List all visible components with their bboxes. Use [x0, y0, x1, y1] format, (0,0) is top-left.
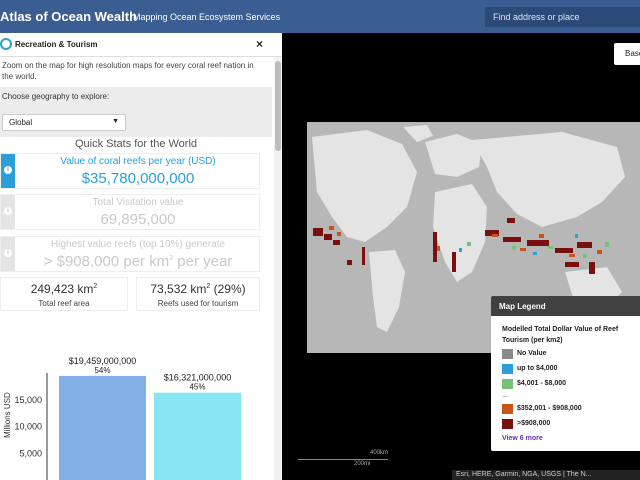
stat-label: Highest value reefs (top 10%) generate [51, 239, 225, 250]
stat-value-tail: per year [173, 253, 233, 270]
chevron-down-icon: ▼ [112, 118, 119, 125]
scale-mi: 200mi [354, 461, 371, 467]
legend-swatch [502, 419, 513, 429]
stat-value: $35,780,000,000 [81, 170, 195, 187]
app-subtitle: Mapping Ocean Ecosystem Services [133, 12, 281, 22]
quick-stats-title: Quick Stats for the World [74, 138, 198, 150]
chart-y-tick-label: 15,000 [14, 395, 42, 405]
low-value-reefs [467, 242, 609, 258]
mini-stat-label: Total reef area [38, 299, 90, 308]
legend-swatch [502, 364, 513, 374]
scale-km: 400km [370, 450, 389, 456]
scrollbar-thumb[interactable] [275, 61, 281, 151]
legend-view-more-link[interactable]: View 6 more [502, 435, 543, 442]
mini-stat-value-sup: 2 [93, 283, 98, 290]
search-input[interactable] [485, 7, 640, 27]
panel-scrollbar[interactable] [274, 57, 282, 480]
chart-ylabel: Millions USD [3, 392, 12, 438]
mini-stat-value-sup: 2 [206, 283, 211, 290]
chart-bar [59, 375, 146, 480]
geography-chooser: Choose geography to explore: Global ▼ [0, 87, 272, 137]
app-header: Atlas of Ocean Wealth Mapping Ocean Ecos… [0, 0, 640, 33]
stat-card-highest-value[interactable]: i Highest value reefs (top 10%) generate… [0, 236, 260, 272]
stat-card-reef-value[interactable]: i Value of coral reefs per year (USD) $3… [0, 153, 260, 189]
scale-line [298, 459, 388, 460]
panel-description: Zoom on the map for high resolution maps… [2, 61, 254, 81]
mini-stat-value: 249,423 km2 [1, 282, 127, 296]
stat-value-main: > $908,000 per km [43, 253, 170, 270]
stat-indicator: i [1, 154, 15, 188]
legend-label: No Value [517, 350, 547, 357]
legend-swatch [502, 404, 513, 414]
mid-value-reefs [329, 226, 602, 257]
legend-label: $352,001 - $908,000 [517, 405, 582, 412]
stat-indicator: i [1, 195, 15, 229]
legend-swatch [502, 349, 513, 359]
stat-value: > $908,000 per km2 per year [15, 253, 261, 270]
chart-bar-value-label: $19,459,000,000 [69, 356, 137, 366]
map-attribution[interactable]: Esri, HERE, Garmin, NGA, USGS | The N... [452, 470, 640, 480]
stat-indicator: i [1, 237, 15, 271]
mini-stat-value: 73,532 km2 (29%) [137, 282, 259, 296]
stat-value: 69,895,000 [100, 211, 176, 228]
geography-select[interactable]: Global ▼ [2, 114, 126, 131]
geography-label: Choose geography to explore: [2, 92, 110, 101]
chart-y-tick-label: 10,000 [14, 422, 42, 432]
info-icon: i [4, 166, 12, 174]
close-icon[interactable]: × [256, 37, 264, 51]
chart-y-tick-label: 5,000 [19, 448, 42, 458]
legend-label: up to $4,000 [517, 365, 558, 372]
stat-value-sup: 2 [169, 255, 174, 262]
scale-bar: 400km 200mi [298, 450, 388, 470]
legend-label: $4,001 - $8,000 [517, 380, 567, 387]
map-view[interactable]: Basemap Map Legend Modelled Total Dollar… [282, 33, 640, 480]
mini-stat-value-main: 249,423 km [30, 282, 94, 296]
chart-bar-value-label: $16,321,000,000 [164, 373, 232, 383]
side-panel: Recreation & Tourism × Zoom on the map f… [0, 33, 282, 480]
value-bar-chart: Millions USD 5,000 10,000 15,000 $19,459,00… [3, 356, 241, 480]
legend-swatch [502, 379, 513, 389]
high-value-reefs [313, 218, 595, 274]
basemap-button[interactable]: Basemap [614, 43, 640, 65]
info-icon: i [4, 249, 12, 257]
legend-title: Modelled Total Dollar Value of Reef Tour… [502, 326, 619, 344]
stat-card-visitation[interactable]: i Total Visitation value 69,895,000 [0, 194, 260, 230]
mini-stat-label: Reefs used for tourism [157, 299, 239, 308]
app-brand[interactable]: Atlas of Ocean Wealth [0, 9, 138, 24]
stat-label: Value of coral reefs per year (USD) [60, 156, 216, 167]
legend-ellipsis: ... [502, 392, 508, 399]
panel-header: Recreation & Tourism × [0, 33, 282, 57]
geography-select-value: Global [9, 118, 33, 127]
chart-bar [154, 392, 241, 480]
chart-bar-percent-label: 54% [94, 366, 110, 375]
legend-label: >$908,000 [517, 420, 551, 427]
mini-stat-tourism-reefs: 73,532 km2 (29%) Reefs used for tourism [136, 277, 260, 311]
mini-stat-total-area: 249,423 km2 Total reef area [0, 277, 128, 311]
landmasses [312, 125, 625, 332]
recreation-icon [0, 38, 12, 50]
map-legend: Map Legend Modelled Total Dollar Value o… [491, 296, 640, 451]
lowest-value-reefs [459, 234, 578, 255]
legend-header[interactable]: Map Legend [491, 296, 640, 316]
chart-bar-percent-label: 45% [189, 383, 205, 392]
mini-stat-value-tail: (29%) [210, 282, 246, 296]
info-icon: i [4, 207, 12, 215]
panel-title: Recreation & Tourism [15, 40, 98, 49]
mini-stat-value-main: 73,532 km [150, 282, 207, 296]
stat-label: Total Visitation value [92, 197, 184, 208]
